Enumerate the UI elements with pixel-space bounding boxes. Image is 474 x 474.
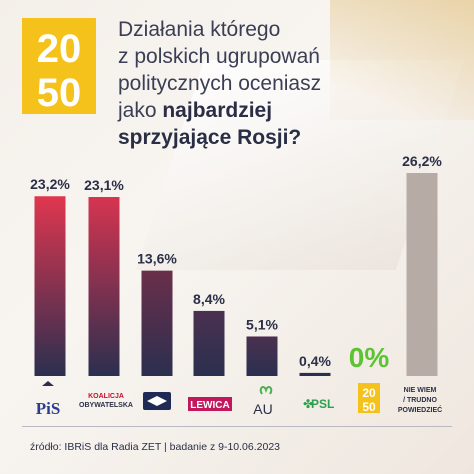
background-shape-corner xyxy=(330,0,474,120)
question-title: Działania którego z polskich ugrupowań p… xyxy=(118,16,418,151)
svg-text:20: 20 xyxy=(362,386,376,400)
question-line: jako najbardziej xyxy=(118,97,418,124)
question-emphasis: najbardziej xyxy=(162,99,273,122)
polska-2050-small-logo: 20 50 xyxy=(358,383,380,414)
bar-1 xyxy=(88,197,120,376)
value-label-7: 26,2% xyxy=(402,153,442,169)
pis-label: PiS xyxy=(36,399,61,418)
leaf-icon xyxy=(259,386,273,395)
lewica-logo: LEWICA xyxy=(188,397,232,411)
value-label-4: 5,1% xyxy=(246,316,278,332)
value-label-0: 23,2% xyxy=(30,176,70,192)
svg-text:POWIEDZIEĆ: POWIEDZIEĆ xyxy=(398,405,442,414)
question-text: jako xyxy=(118,99,163,122)
value-label-5: 0,4% xyxy=(299,353,331,369)
ko-logo: KOALICJA OBYWATELSKA xyxy=(79,393,133,409)
bar-3 xyxy=(193,310,225,376)
ko-label-line2: OBYWATELSKA xyxy=(79,402,133,409)
source-note: źródło: IBRiS dla Radia ZET | badanie z … xyxy=(30,441,281,453)
psl-logo: ✤ PSL xyxy=(303,397,334,411)
value-label-1: 23,1% xyxy=(84,177,124,193)
ko-label-line1: KOALICJA xyxy=(88,393,124,400)
bar-0 xyxy=(34,196,66,376)
question-line: sprzyjające Rosji? xyxy=(118,124,418,151)
bar-5 xyxy=(299,372,331,376)
svg-text:/ TRUDNO: / TRUDNO xyxy=(403,397,437,404)
bar-2 xyxy=(141,270,173,376)
clover-icon: ✤ xyxy=(303,397,313,411)
logo-bottom-digits: 50 xyxy=(37,71,82,114)
au-logo: AU xyxy=(253,386,273,417)
polska-2050-logo: 20 50 xyxy=(22,18,96,114)
pis-logo: PiS xyxy=(36,381,61,418)
value-label-3: 8,4% xyxy=(193,291,225,307)
bar-7 xyxy=(406,173,438,376)
question-line: z polskich ugrupowań xyxy=(118,45,320,68)
lewica-label: LEWICA xyxy=(190,400,229,411)
konfederacja-logo xyxy=(143,392,171,410)
psl-label: PSL xyxy=(311,397,334,411)
question-line: Działania którego xyxy=(118,18,281,41)
svg-text:NIE WIEM: NIE WIEM xyxy=(404,387,437,394)
logo-top-digits: 20 xyxy=(37,27,82,71)
eagle-icon xyxy=(42,381,54,386)
question-emphasis: sprzyjające Rosji? xyxy=(118,126,302,149)
svg-text:50: 50 xyxy=(362,400,376,414)
footer-divider xyxy=(22,426,452,427)
au-label: AU xyxy=(253,401,272,417)
value-label-2: 13,6% xyxy=(137,251,177,267)
bar-4 xyxy=(246,336,278,376)
question-line: politycznych oceniasz xyxy=(118,72,322,95)
dont-know-label: NIE WIEM / TRUDNO POWIEDZIEĆ xyxy=(398,387,442,414)
value-label-6: 0% xyxy=(349,342,390,373)
